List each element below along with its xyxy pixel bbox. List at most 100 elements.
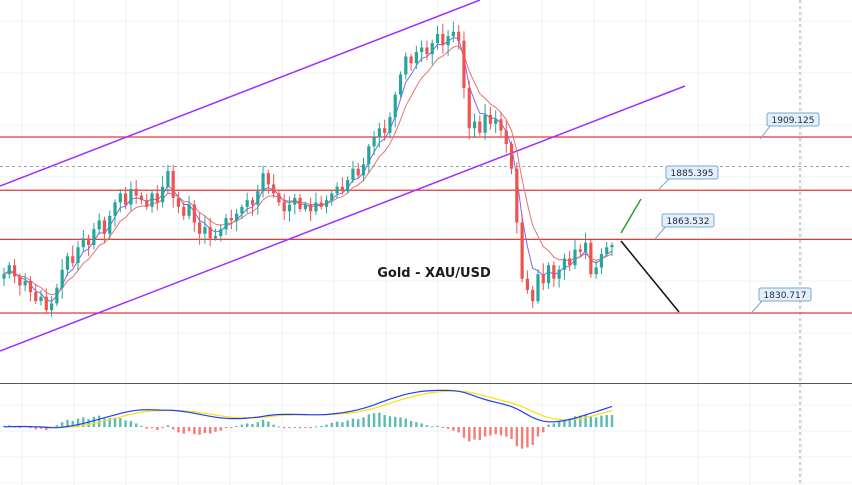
macd-histogram-bar bbox=[66, 419, 69, 427]
candle-body bbox=[467, 87, 471, 129]
macd-histogram-bar bbox=[420, 423, 423, 427]
candle-body bbox=[155, 193, 159, 203]
level-label-pointer bbox=[654, 225, 667, 240]
macd-histogram-bar bbox=[124, 420, 127, 427]
candle-body bbox=[573, 249, 577, 266]
macd-histogram-bar bbox=[240, 424, 244, 427]
macd-histogram-bar bbox=[415, 422, 418, 427]
candle-body bbox=[256, 191, 260, 205]
macd-histogram-bar bbox=[372, 413, 376, 427]
candle-body bbox=[457, 31, 461, 41]
macd-histogram-bar bbox=[39, 427, 43, 429]
candle-body bbox=[557, 269, 561, 279]
macd-histogram-bar bbox=[547, 424, 550, 427]
candle-body bbox=[324, 200, 329, 207]
candle-body bbox=[12, 265, 17, 277]
macd-histogram-bar bbox=[357, 419, 360, 427]
chart-title: Gold - XAU/USD bbox=[377, 266, 491, 281]
candle-body bbox=[266, 173, 270, 185]
macd-histogram-bar bbox=[462, 427, 466, 438]
candle-body bbox=[515, 168, 519, 223]
macd-histogram-bar bbox=[457, 427, 460, 433]
candle-body bbox=[494, 119, 498, 124]
candle-body bbox=[171, 170, 175, 198]
candle-body bbox=[129, 188, 133, 205]
candle-body bbox=[55, 287, 59, 304]
macd-histogram-bar bbox=[177, 427, 180, 433]
candle-body bbox=[261, 173, 265, 192]
candle-body bbox=[124, 193, 128, 205]
macd-histogram-bar bbox=[119, 418, 122, 427]
macd-histogram-bar bbox=[388, 416, 392, 427]
macd-histogram-bar bbox=[325, 424, 328, 427]
candle-body bbox=[18, 276, 22, 286]
candle-body bbox=[361, 164, 366, 176]
candle-body bbox=[182, 206, 186, 216]
macd-histogram-bar bbox=[230, 427, 233, 428]
macd-histogram-bar bbox=[557, 421, 561, 427]
macd-histogram-bar bbox=[29, 427, 32, 429]
candle-body bbox=[49, 303, 54, 311]
candle-body bbox=[383, 128, 387, 133]
candle-body bbox=[420, 47, 424, 52]
candle-body bbox=[583, 242, 588, 252]
macd-histogram-bar bbox=[261, 419, 265, 427]
candle-body bbox=[240, 206, 244, 214]
macd-histogram-bar bbox=[108, 418, 111, 427]
candle-body bbox=[377, 128, 381, 138]
macd-histogram-bar bbox=[335, 421, 339, 427]
macd-histogram-bar bbox=[341, 422, 344, 427]
candle-body bbox=[102, 220, 107, 234]
macd-histogram-bar bbox=[441, 427, 445, 428]
candle-body bbox=[219, 229, 223, 237]
macd-histogram-bar bbox=[446, 427, 450, 429]
macd-histogram-bar bbox=[499, 427, 503, 436]
candle-body bbox=[224, 218, 228, 230]
macd-histogram-bar bbox=[383, 415, 386, 427]
horizontal-levels bbox=[0, 136, 852, 314]
price-channel bbox=[0, 0, 686, 352]
projection-lines bbox=[620, 198, 680, 313]
macd-histogram-bar bbox=[404, 418, 408, 427]
level-label-text: 1830.717 bbox=[764, 291, 807, 301]
candle-body bbox=[139, 195, 144, 201]
macd-histogram-bar bbox=[304, 427, 307, 428]
macd-pane bbox=[2, 389, 614, 449]
macd-histogram-bar bbox=[362, 417, 365, 427]
macd-histogram-bar bbox=[594, 417, 598, 427]
macd-histogram-bar bbox=[171, 427, 175, 430]
candle-body bbox=[472, 121, 477, 129]
candle-body bbox=[229, 218, 233, 221]
candle-body bbox=[203, 227, 207, 234]
macd-histogram-bar bbox=[494, 427, 497, 435]
candle-body bbox=[552, 265, 556, 279]
candle-body bbox=[520, 222, 524, 279]
candle-body bbox=[446, 36, 450, 46]
candle-body bbox=[488, 114, 492, 124]
candle-body bbox=[610, 245, 614, 248]
candle-body bbox=[282, 202, 286, 212]
macd-histogram-bar bbox=[208, 427, 212, 434]
candle-body bbox=[589, 242, 593, 275]
channel-upper-line bbox=[0, 0, 481, 187]
macd-histogram-bar bbox=[505, 427, 508, 437]
candle-body bbox=[393, 94, 397, 118]
candle-body bbox=[150, 193, 154, 207]
candle-body bbox=[430, 43, 434, 55]
macd-histogram-bar bbox=[134, 423, 138, 427]
macd-histogram-bar bbox=[531, 427, 534, 445]
macd-line bbox=[3, 389, 613, 429]
candle-body bbox=[250, 200, 255, 205]
macd-histogram-bar bbox=[140, 425, 143, 427]
macd-histogram-bar bbox=[267, 421, 270, 427]
macd-histogram-bar bbox=[87, 419, 90, 427]
candle-body bbox=[319, 202, 323, 207]
macd-histogram-bar bbox=[76, 418, 80, 427]
macd-histogram-bar bbox=[182, 427, 185, 434]
macd-histogram-bar bbox=[600, 415, 603, 427]
macd-histogram-bar bbox=[409, 421, 413, 427]
candle-body bbox=[208, 227, 212, 239]
candle-body bbox=[451, 31, 455, 37]
candle-body bbox=[367, 146, 371, 165]
candle-body bbox=[398, 74, 403, 95]
